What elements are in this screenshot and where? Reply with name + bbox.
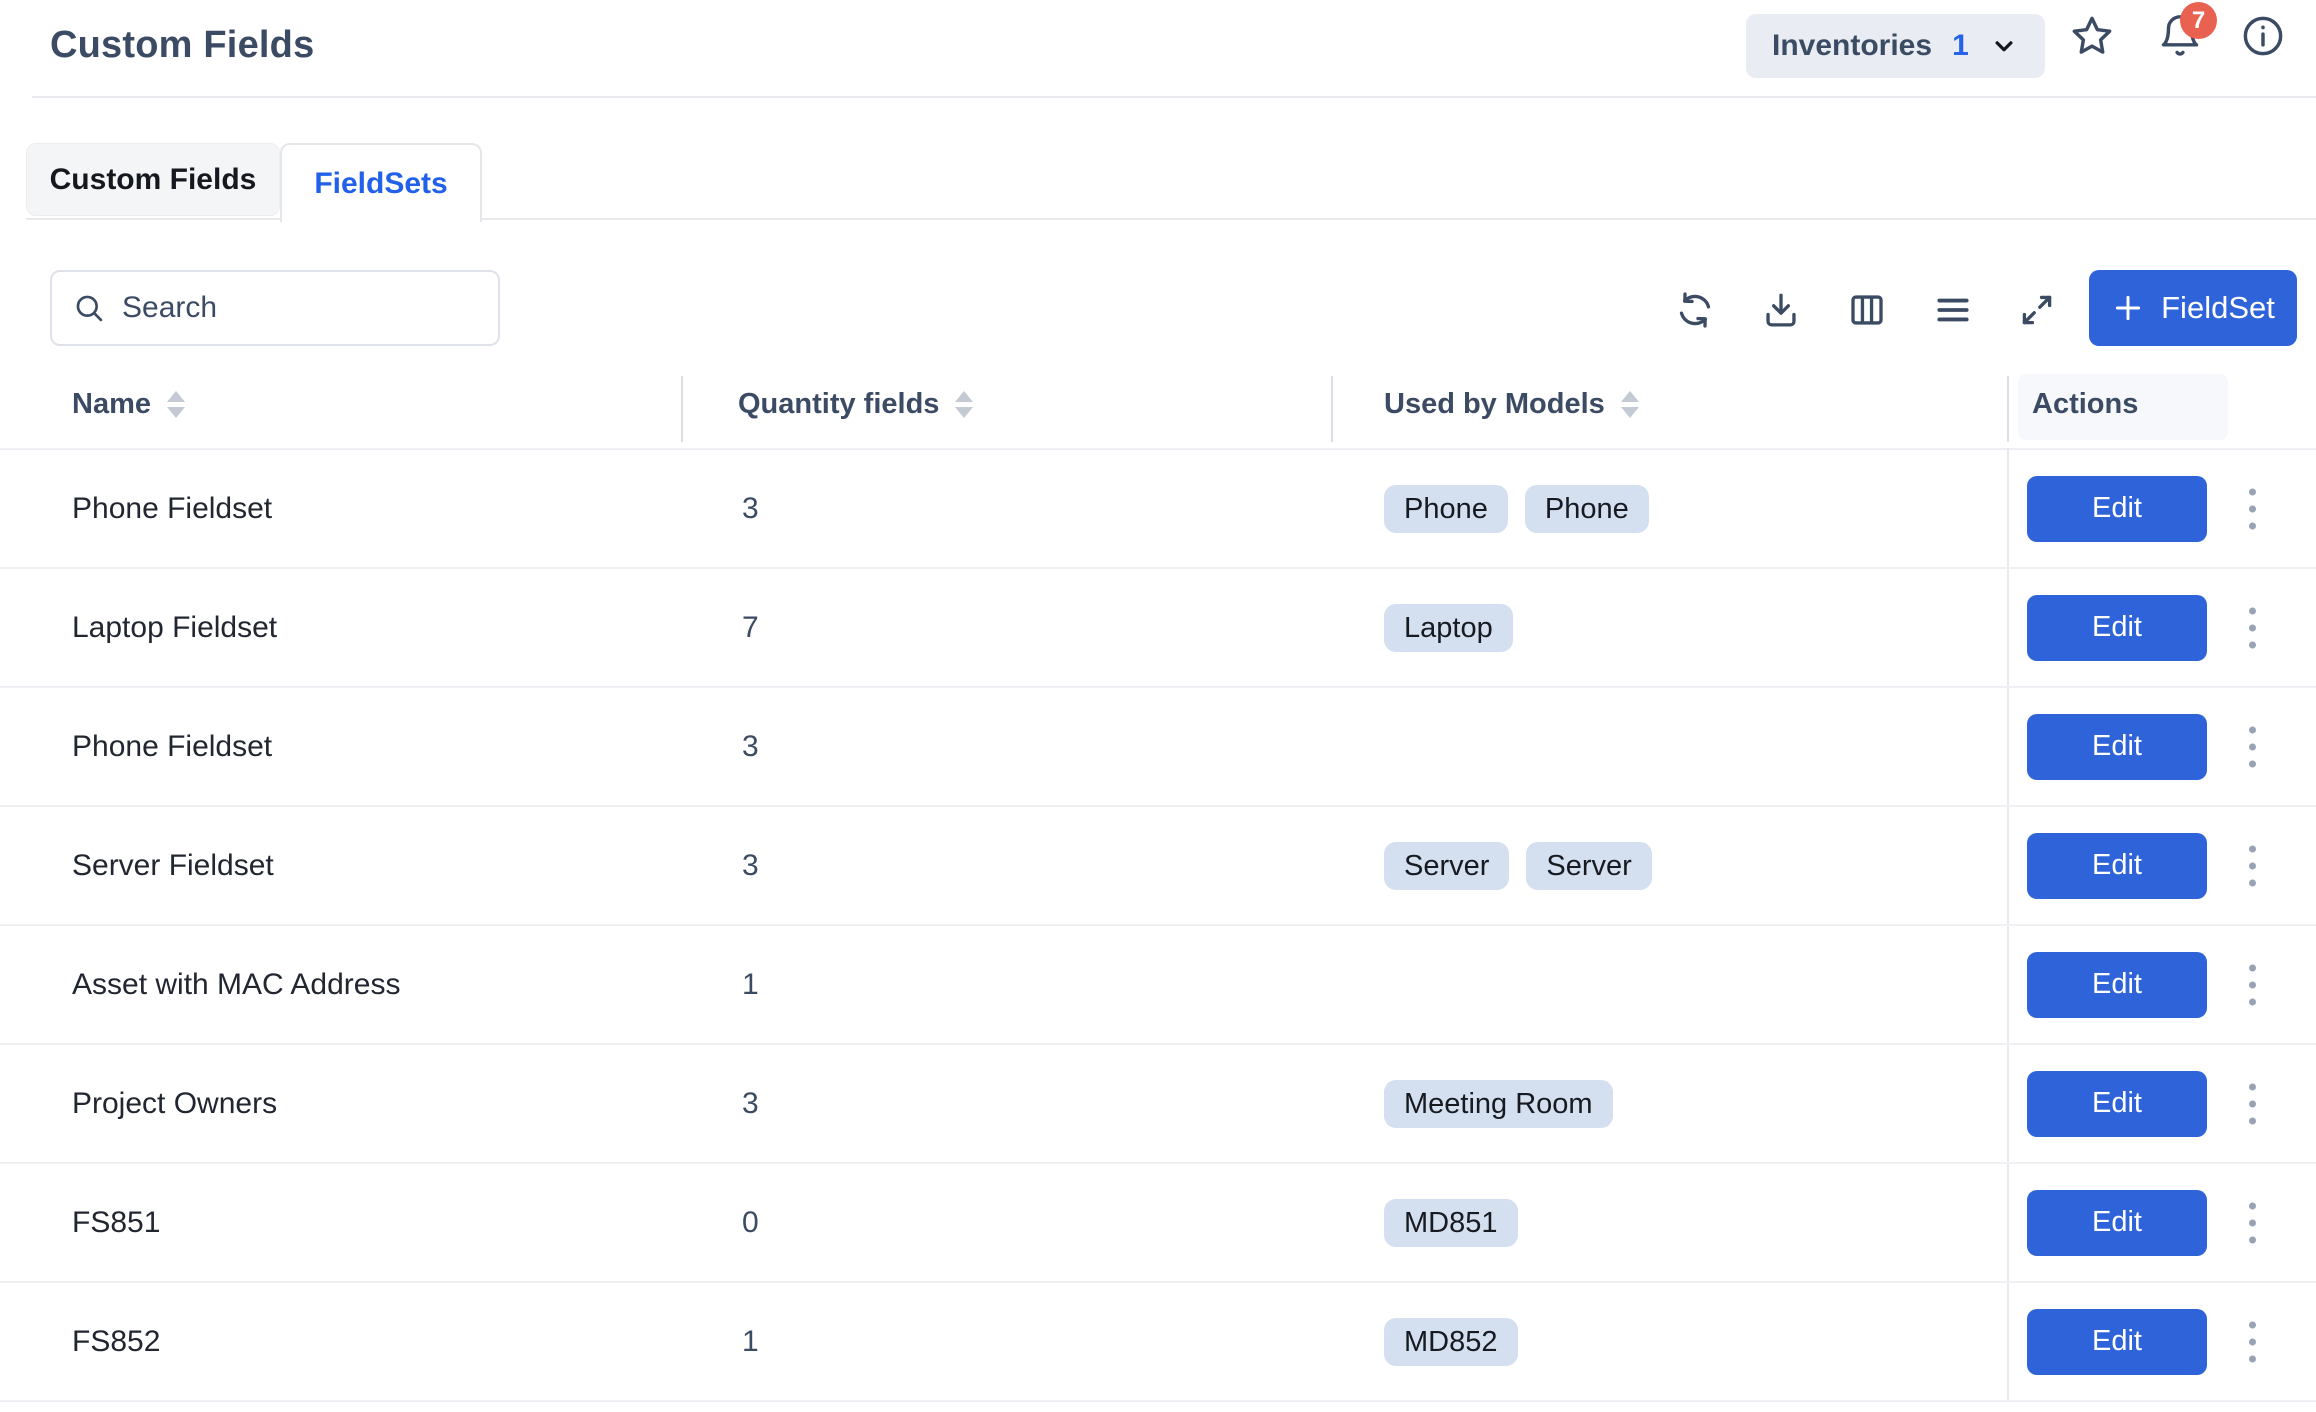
sort-icon [955,391,974,418]
table-row: Project Owners 3 Meeting Room Edit [0,1045,2316,1164]
actions-header-bg [2018,374,2228,440]
edit-button[interactable]: Edit [2027,1189,2207,1256]
quantity-value: 0 [742,1205,759,1239]
model-badge: Meeting Room [1384,1079,1613,1128]
model-badge: Server [1526,841,1652,890]
page-title: Custom Fields [50,24,315,66]
search-icon [76,295,103,322]
menu-button[interactable] [1929,286,1977,334]
table-row: FS851 0 MD851 Edit [0,1164,2316,1283]
table-row: Phone Fieldset 3 Phone Phone Edit [0,450,2316,569]
columns-button[interactable] [1843,286,1891,334]
quantity-value: 3 [742,729,759,763]
fieldset-name: Phone Fieldset [72,729,273,763]
workspace-count: 1 [1952,29,1969,62]
column-divider[interactable] [1331,376,1333,442]
column-header-used-by-models[interactable]: Used by Models [1384,388,1639,421]
menu-icon [1937,298,1969,322]
fieldset-name: FS851 [72,1205,161,1239]
sort-icon [1620,391,1639,418]
add-fieldset-label: FieldSet [2161,290,2275,325]
quantity-value: 3 [742,491,759,525]
export-button[interactable] [1757,286,1805,334]
column-header-name[interactable]: Name [72,388,185,421]
quantity-value: 3 [742,848,759,882]
models-cell: Meeting Room [1384,1079,1613,1128]
kebab-menu-icon[interactable] [2243,720,2262,773]
search-input[interactable] [120,290,498,326]
plus-icon [2116,295,2141,321]
add-fieldset-button[interactable]: FieldSet [2089,270,2297,346]
header-divider [32,96,2316,98]
quantity-value: 1 [742,967,759,1001]
table-row: Phone Fieldset 3 Edit [0,688,2316,807]
kebab-menu-icon[interactable] [2243,1196,2262,1249]
fieldset-name: Phone Fieldset [72,491,273,525]
model-badge: MD852 [1384,1317,1518,1366]
star-icon [2072,16,2112,54]
quantity-value: 3 [742,1086,759,1120]
chevron-down-icon [1989,31,2019,61]
sort-icon [167,391,185,418]
info-button[interactable] [2239,12,2287,60]
column-divider[interactable] [681,376,683,442]
model-badge: Phone [1384,484,1508,533]
refresh-icon [1679,292,1711,328]
model-badge: Server [1384,841,1510,890]
fieldset-name: Project Owners [72,1086,278,1120]
fieldset-name: Server Fieldset [72,848,274,882]
models-cell: MD852 [1384,1317,1518,1366]
table-row: Laptop Fieldset 7 Laptop Edit [0,569,2316,688]
models-cell: Server Server [1384,841,1652,890]
edit-button[interactable]: Edit [2027,951,2207,1018]
tab-fieldsets[interactable]: FieldSets [280,143,482,222]
edit-button[interactable]: Edit [2027,475,2207,542]
quantity-value: 7 [742,610,759,644]
info-icon [2243,16,2283,56]
columns-icon [1851,295,1883,325]
column-header-quantity-fields[interactable]: Quantity fields [738,388,974,421]
tab-custom-fields[interactable]: Custom Fields [26,143,280,216]
kebab-menu-icon[interactable] [2243,1315,2262,1368]
tab-bar-line [26,218,2316,220]
workspace-selector[interactable]: Inventories 1 [1746,14,2045,78]
edit-button[interactable]: Edit [2027,1308,2207,1375]
column-header-actions: Actions [2032,388,2139,420]
kebab-menu-icon[interactable] [2243,1077,2262,1130]
kebab-menu-icon[interactable] [2243,839,2262,892]
table-row: Asset with MAC Address 1 Edit [0,926,2316,1045]
column-divider[interactable] [2007,376,2009,442]
edit-button[interactable]: Edit [2027,832,2207,899]
tab-bar: Custom Fields FieldSets [26,143,2316,222]
kebab-menu-icon[interactable] [2243,601,2262,654]
header-row-divider [0,448,2316,450]
search-box [50,270,500,346]
models-cell: Phone Phone [1384,484,1649,533]
refresh-button[interactable] [1671,286,1719,334]
table-row: Server Fieldset 3 Server Server Edit [0,807,2316,926]
table-row: FS852 1 MD852 Edit [0,1283,2316,1402]
fieldset-name: FS852 [72,1324,161,1358]
edit-button[interactable]: Edit [2027,594,2207,661]
favorite-button[interactable] [2068,12,2116,60]
edit-button[interactable]: Edit [2027,713,2207,780]
model-badge: MD851 [1384,1198,1518,1247]
fieldset-name: Asset with MAC Address [72,967,401,1001]
fullscreen-button[interactable] [2013,286,2061,334]
quantity-value: 1 [742,1324,759,1358]
fieldset-name: Laptop Fieldset [72,610,278,644]
kebab-menu-icon[interactable] [2243,482,2262,535]
workspace-label: Inventories [1772,29,1933,62]
expand-icon [2022,295,2052,325]
models-cell: MD851 [1384,1198,1518,1247]
models-cell: Laptop [1384,603,1513,652]
kebab-menu-icon[interactable] [2243,958,2262,1011]
model-badge: Phone [1524,484,1649,533]
notification-count-badge: 7 [2180,2,2217,39]
table-body: Phone Fieldset 3 Phone Phone Edit Laptop … [0,450,2316,1402]
download-icon [1766,293,1796,327]
model-badge: Laptop [1384,603,1513,652]
edit-button[interactable]: Edit [2027,1070,2207,1137]
